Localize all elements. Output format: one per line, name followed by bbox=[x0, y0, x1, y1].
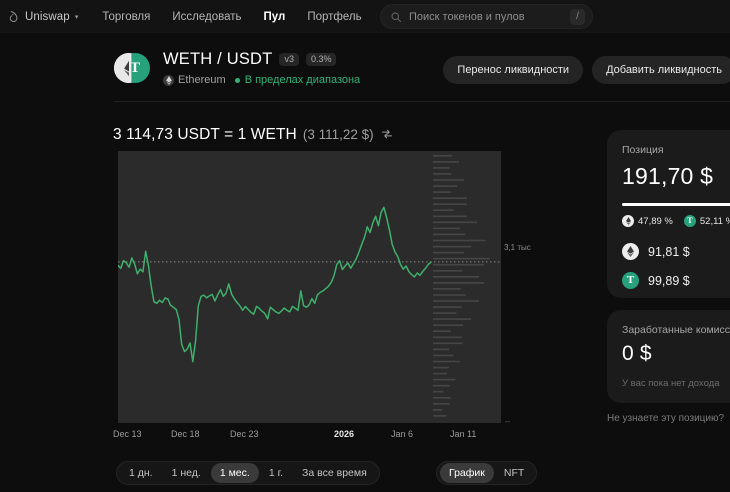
x-tick-dec-13: Dec 13 bbox=[113, 429, 142, 439]
price-display: 3 114,73 USDT = 1 WETH (3 111,22 $) bbox=[113, 126, 393, 144]
range-button-1y[interactable]: 1 г. bbox=[260, 463, 292, 483]
amount-row-weth: 91,81 $ bbox=[622, 243, 730, 260]
fee-tier-badge: 0.3% bbox=[305, 52, 337, 67]
chain-name: Ethereum bbox=[178, 74, 226, 86]
status-dot-icon bbox=[234, 77, 240, 83]
fees-total-value: 0 $ bbox=[622, 342, 652, 365]
search-placeholder: Поиск токенов и пулов bbox=[409, 10, 525, 23]
x-tick-dec-23: Dec 23 bbox=[230, 429, 259, 439]
time-range-selector: 1 дн. 1 нед. 1 мес. 1 г. За все время bbox=[116, 461, 380, 485]
view-button-chart[interactable]: График bbox=[440, 463, 494, 483]
migrate-liquidity-button[interactable]: Перенос ликвидности bbox=[443, 56, 584, 84]
header-divider bbox=[114, 101, 730, 102]
position-panel-label: Позиция bbox=[622, 144, 664, 156]
amount-row-usdt: T 99,89 $ bbox=[622, 272, 730, 289]
pool-header-actions: Перенос ликвидности Добавить ликвидность bbox=[443, 56, 730, 84]
search-shortcut-key: / bbox=[570, 8, 585, 25]
view-button-nft[interactable]: NFT bbox=[495, 463, 533, 483]
uniswap-logo-icon bbox=[9, 11, 18, 22]
nav-item-trade[interactable]: Торговля bbox=[102, 10, 151, 23]
ethereum-glyph-icon bbox=[627, 246, 634, 257]
weth-token-icon bbox=[114, 53, 129, 83]
usdt-glyph-label: T bbox=[626, 274, 635, 286]
price-chart[interactable] bbox=[118, 151, 501, 423]
pool-subtitle-row: Ethereum В пределах диапазона bbox=[163, 74, 360, 86]
top-navigation-bar: Uniswap ▾ Торговля Исследовать Пул Портф… bbox=[0, 0, 730, 33]
earned-fees-panel: Заработанные комиссии 0 $ У вас пока нет… bbox=[607, 310, 730, 403]
version-badge: v3 bbox=[279, 52, 299, 67]
chevron-down-icon: ▾ bbox=[74, 13, 79, 21]
eth-token-icon bbox=[622, 243, 639, 260]
status-label: В пределах диапазона bbox=[244, 74, 361, 86]
view-mode-selector: График NFT bbox=[436, 461, 538, 485]
usdt-glyph-label: T bbox=[129, 59, 140, 76]
brand-name: Uniswap bbox=[25, 10, 70, 23]
page-title: WETH / USDT bbox=[163, 50, 273, 68]
ethereum-glyph-icon bbox=[123, 59, 129, 77]
position-total-value: 191,70 $ bbox=[622, 163, 714, 189]
x-tick-jan-6: Jan 6 bbox=[391, 429, 414, 439]
ratio-percent-usdt: 52,11 % bbox=[699, 215, 730, 227]
token-ratio-bar bbox=[622, 203, 730, 206]
nav-item-explore[interactable]: Исследовать bbox=[172, 10, 242, 23]
nav-item-pool[interactable]: Пул bbox=[263, 10, 286, 23]
token-pair-logos: T bbox=[114, 50, 150, 86]
nav-item-portfolio[interactable]: Портфель bbox=[307, 10, 362, 23]
price-chart-svg bbox=[118, 155, 501, 417]
price-primary: 3 114,73 USDT = 1 WETH bbox=[113, 126, 297, 143]
recognize-position-link[interactable]: Не узнаете эту позицию? bbox=[607, 413, 725, 424]
search-input[interactable]: Поиск токенов и пулов / bbox=[380, 4, 593, 29]
token-ratio-legend: 47,89 % T 52,11 % bbox=[622, 215, 730, 227]
fees-panel-label: Заработанные комиссии bbox=[622, 324, 730, 336]
range-button-1m[interactable]: 1 мес. bbox=[210, 463, 259, 483]
x-tick-2026: 2026 bbox=[334, 429, 355, 439]
status-badge: В пределах диапазона bbox=[234, 74, 361, 86]
liquidity-bottom-marker: -- bbox=[505, 417, 511, 426]
ethereum-small-glyph-icon bbox=[165, 75, 172, 85]
pool-title-row: WETH / USDT v3 0.3% bbox=[163, 50, 360, 69]
range-button-1d[interactable]: 1 дн. bbox=[120, 463, 162, 483]
price-line-series bbox=[118, 206, 432, 363]
eth-token-icon bbox=[622, 215, 634, 227]
liquidity-depth-bars bbox=[433, 155, 490, 417]
ratio-item-usdt: T 52,11 % bbox=[683, 215, 730, 227]
token-amounts-list: 91,81 $ T 99,89 $ bbox=[622, 243, 730, 289]
liquidity-axis-label: 3,1 тыс bbox=[504, 243, 531, 252]
x-tick-dec-18: Dec 18 bbox=[171, 429, 200, 439]
ratio-item-weth: 47,89 % bbox=[622, 215, 673, 227]
amount-value-usdt: 99,89 $ bbox=[648, 273, 690, 288]
pool-meta: WETH / USDT v3 0.3% Ethereum В пре bbox=[163, 50, 360, 86]
usdt-token-icon: T bbox=[622, 272, 639, 289]
range-button-1w[interactable]: 1 нед. bbox=[163, 463, 210, 483]
swap-arrows-icon[interactable] bbox=[381, 128, 393, 140]
position-panel: Позиция 191,70 $ 47,89 % T 52,11 % bbox=[607, 130, 730, 298]
pool-header: T WETH / USDT v3 0.3% Ethereum bbox=[114, 47, 730, 89]
usdt-token-icon: T bbox=[129, 53, 150, 83]
usdt-token-icon: T bbox=[683, 215, 696, 227]
amount-value-weth: 91,81 $ bbox=[648, 244, 690, 259]
chart-x-axis: Dec 13 Dec 18 Dec 23 2026 Jan 6 Jan 11 bbox=[113, 429, 513, 443]
chain-indicator: Ethereum bbox=[163, 74, 226, 86]
brand-logo-button[interactable]: Uniswap ▾ bbox=[8, 10, 78, 23]
nav-links: Торговля Исследовать Пул Портфель bbox=[102, 11, 361, 23]
ethereum-glyph-icon bbox=[625, 217, 631, 225]
search-icon bbox=[391, 12, 401, 22]
range-button-all[interactable]: За все время bbox=[293, 463, 376, 483]
x-tick-jan-11: Jan 11 bbox=[450, 429, 477, 439]
ratio-percent-weth: 47,89 % bbox=[638, 215, 673, 227]
fees-empty-note: У вас пока нет дохода bbox=[622, 378, 720, 389]
add-liquidity-button[interactable]: Добавить ликвидность bbox=[592, 56, 730, 84]
ethereum-chain-icon bbox=[163, 74, 174, 86]
price-secondary: (3 111,22 $) bbox=[302, 127, 374, 142]
usdt-glyph-label: T bbox=[687, 216, 693, 225]
